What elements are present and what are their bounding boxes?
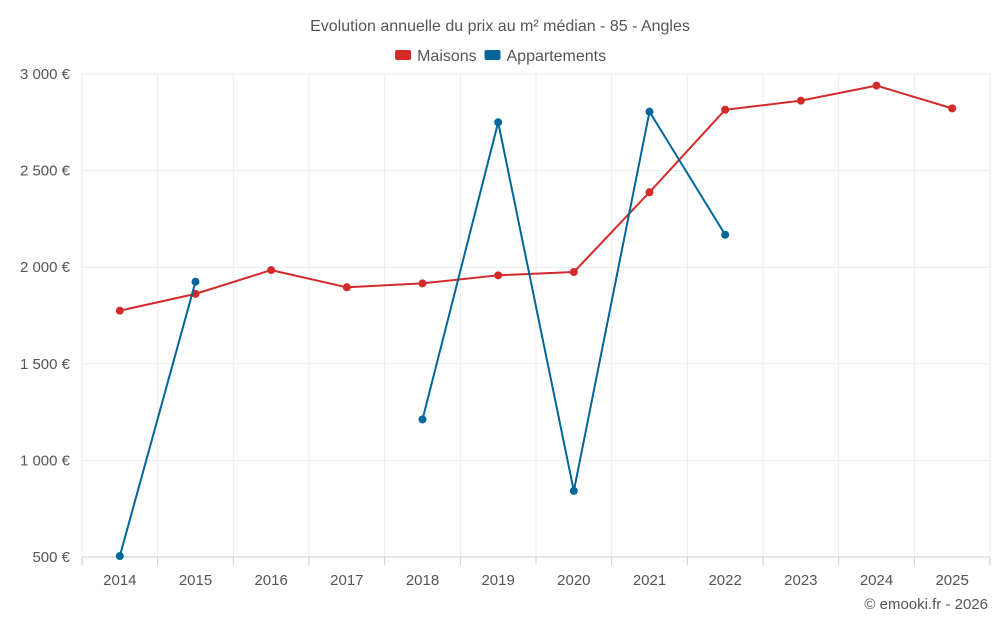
x-tick-label: 2023 (784, 572, 817, 589)
data-point-maisons[interactable] (948, 104, 957, 113)
x-tick-label: 2017 (330, 572, 363, 589)
legend-item-appartements[interactable]: Appartements (484, 48, 607, 65)
x-tick-label: 2020 (557, 572, 590, 589)
data-point-maisons[interactable] (796, 96, 805, 105)
data-point-maisons[interactable] (721, 105, 730, 114)
legend: Maisons Appartements (395, 48, 606, 65)
y-tick-label: 500 € (32, 549, 70, 566)
grid (81, 73, 991, 558)
x-tick-label: 2015 (179, 572, 212, 589)
data-point-maisons[interactable] (494, 271, 503, 280)
x-tick-label: 2024 (860, 572, 893, 589)
data-point-maisons[interactable] (872, 81, 881, 90)
data-point-maisons[interactable] (645, 188, 654, 197)
data-point-maisons[interactable] (115, 306, 124, 315)
legend-label: Appartements (507, 48, 607, 65)
x-tick-label: 2019 (481, 572, 514, 589)
data-point-maisons[interactable] (342, 283, 351, 292)
y-tick-label: 1 000 € (20, 452, 71, 469)
axes: 500 € 1 000 € 1 500 € 2 000 € 2 500 € 3 000 €… (20, 66, 991, 589)
series-line-appartements (421, 110, 727, 492)
x-tick-label: 2025 (935, 572, 968, 589)
credit-text: © emooki.fr - 2026 (864, 596, 988, 613)
data-point-maisons[interactable] (418, 279, 427, 288)
series-layer (115, 81, 957, 561)
data-point-appartements[interactable] (191, 277, 200, 286)
y-tick-label: 3 000 € (20, 66, 71, 83)
legend-swatch (395, 50, 412, 60)
data-point-appartements[interactable] (645, 107, 654, 116)
data-point-appartements[interactable] (418, 415, 427, 424)
x-tick-label: 2022 (708, 572, 741, 589)
data-point-maisons[interactable] (267, 266, 276, 275)
data-point-appartements[interactable] (569, 486, 578, 495)
y-tick-label: 2 000 € (20, 259, 71, 276)
series-line-maisons (119, 84, 953, 312)
legend-swatch (484, 50, 501, 60)
series-line-appartements (118, 281, 197, 557)
data-point-appartements[interactable] (721, 230, 730, 239)
x-tick-label: 2016 (254, 572, 287, 589)
x-tick-label: 2014 (103, 572, 136, 589)
chart-title: Evolution annuelle du prix au m² médian … (310, 18, 690, 35)
data-point-appartements[interactable] (494, 118, 503, 127)
x-tick-label: 2021 (633, 572, 666, 589)
legend-item-maisons[interactable]: Maisons (395, 48, 477, 65)
y-tick-label: 2 500 € (20, 163, 71, 180)
legend-label: Maisons (417, 48, 477, 65)
data-point-appartements[interactable] (115, 552, 124, 561)
x-tick-label: 2018 (406, 572, 439, 589)
data-point-maisons[interactable] (569, 268, 578, 277)
y-tick-label: 1 500 € (20, 356, 71, 373)
